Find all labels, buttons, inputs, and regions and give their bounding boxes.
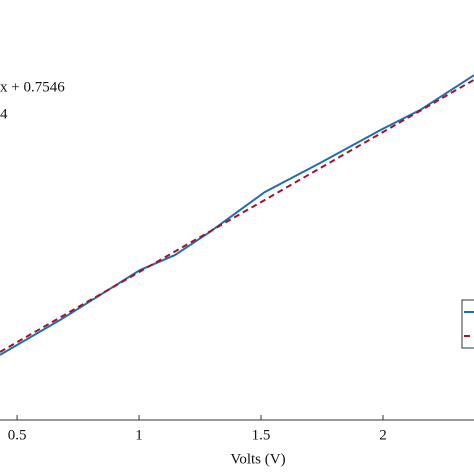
- fit-equation: x + 0.7546: [0, 79, 65, 95]
- x-axis-label: Volts (V): [230, 451, 285, 467]
- series-line: [0, 78, 474, 353]
- x-tick-label: 1.5: [252, 427, 271, 443]
- fit-r2: 4: [0, 106, 8, 122]
- x-tick-label: 0.5: [8, 427, 27, 443]
- x-tick-label: 2: [379, 427, 387, 443]
- legend-box: [461, 299, 474, 349]
- x-tick-label: 1: [135, 427, 143, 443]
